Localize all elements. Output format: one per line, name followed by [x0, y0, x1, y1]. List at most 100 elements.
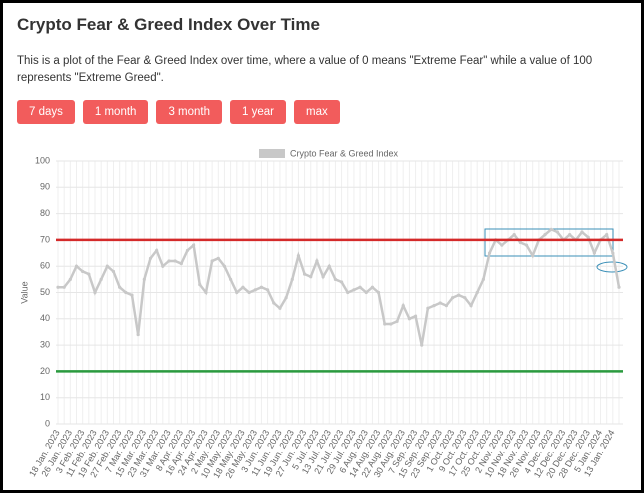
data-point [241, 285, 245, 289]
data-point [389, 322, 393, 326]
data-point [302, 272, 307, 276]
data-point [568, 233, 572, 237]
data-point [229, 277, 233, 281]
data-point [395, 319, 399, 324]
data-point [611, 251, 615, 255]
data-point [586, 235, 590, 239]
series-line [58, 227, 621, 346]
y-tick-label: 0 [45, 418, 50, 428]
data-point [124, 290, 128, 295]
data-point [198, 283, 202, 287]
legend-swatch [259, 149, 285, 158]
page-title: Crypto Fear & Greed Index Over Time [17, 15, 320, 34]
data-point [68, 277, 72, 281]
data-point [87, 272, 91, 276]
data-point [512, 233, 516, 237]
data-point [222, 264, 227, 268]
data-point [605, 233, 609, 237]
data-point [487, 251, 492, 255]
data-point [432, 304, 436, 308]
data-point [358, 285, 362, 289]
data-point [383, 322, 387, 326]
data-point [253, 288, 257, 292]
data-point [105, 264, 109, 268]
data-point [376, 290, 381, 295]
data-point [62, 285, 66, 289]
data-point [161, 264, 165, 268]
data-point [148, 256, 153, 260]
data-point [167, 259, 171, 263]
data-point [278, 306, 282, 310]
range-button[interactable]: 7 days [17, 100, 75, 124]
data-point [327, 264, 331, 268]
range-buttons: 7 days 1 month 3 month 1 year max [17, 100, 340, 124]
description: This is a plot of the Fear & Greed Index… [17, 55, 593, 84]
data-point [475, 290, 479, 295]
data-point [272, 301, 276, 305]
data-point [192, 243, 196, 247]
data-point [93, 290, 97, 295]
data-point [290, 277, 294, 281]
data-point [179, 261, 183, 266]
range-button[interactable]: 3 month [156, 100, 223, 124]
data-point [518, 240, 522, 245]
data-point [401, 304, 405, 308]
data-point [216, 256, 220, 260]
data-point [321, 275, 325, 279]
data-point [284, 296, 288, 300]
data-point [407, 317, 411, 321]
y-axis-label: Value [19, 281, 29, 303]
y-tick-label: 90 [40, 182, 50, 192]
data-point [420, 343, 424, 347]
y-tick-label: 80 [40, 208, 50, 218]
data-point [173, 259, 177, 263]
data-point [469, 304, 473, 308]
data-point [118, 285, 122, 289]
y-tick-label: 30 [40, 339, 50, 349]
y-tick-label: 70 [40, 234, 50, 244]
data-point [370, 285, 375, 289]
data-point [617, 285, 621, 289]
data-point [481, 277, 485, 281]
y-tick-label: 40 [40, 313, 50, 323]
data-point [352, 288, 356, 292]
data-point [56, 285, 60, 289]
data-point [259, 285, 264, 289]
data-point [500, 243, 504, 247]
y-tick-label: 10 [40, 392, 50, 402]
highlight-box [484, 228, 614, 257]
data-point [266, 288, 270, 292]
range-button[interactable]: max [293, 100, 340, 124]
data-point [580, 230, 584, 234]
data-point [142, 277, 146, 281]
data-point [592, 251, 596, 255]
data-point [450, 296, 455, 300]
range-button[interactable]: 1 month [82, 100, 149, 124]
range-button[interactable]: 1 year [230, 100, 286, 124]
data-point [339, 280, 344, 284]
data-point [463, 296, 467, 300]
highlight-ellipse [596, 261, 628, 273]
data-point [333, 277, 338, 281]
data-point [74, 264, 79, 268]
data-point [247, 290, 251, 295]
data-point [531, 254, 535, 258]
data-point [235, 290, 239, 295]
data-point [210, 259, 214, 263]
data-point [111, 269, 116, 274]
data-point [438, 301, 442, 305]
data-point [296, 254, 301, 258]
legend-label: Crypto Fear & Greed Index [290, 148, 399, 158]
data-point [185, 248, 190, 253]
data-point [99, 277, 103, 281]
data-point [136, 332, 140, 337]
data-point [204, 290, 208, 295]
y-tick-label: 50 [40, 287, 50, 297]
data-point [315, 259, 319, 263]
data-point [444, 304, 448, 308]
y-tick-label: 20 [40, 366, 50, 376]
y-tick-label: 60 [40, 261, 50, 271]
data-point [524, 243, 529, 247]
